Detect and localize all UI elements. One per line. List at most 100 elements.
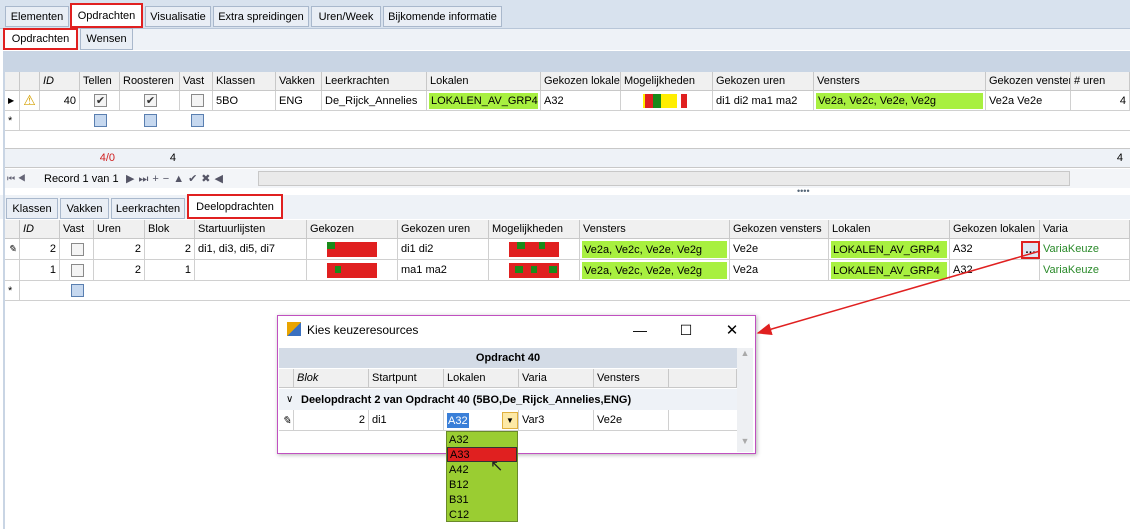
checkbox[interactable] — [71, 284, 84, 297]
column-header[interactable]: Lokalen — [427, 72, 541, 91]
checkbox[interactable] — [144, 114, 157, 127]
dialog-title: Kies keuzeresources — [307, 323, 419, 337]
cell — [60, 260, 94, 281]
minimize-button[interactable]: — — [633, 322, 647, 338]
cell: 2 — [145, 239, 195, 260]
column-header[interactable]: Blok — [294, 369, 369, 388]
column-header[interactable]: Klassen — [213, 72, 276, 91]
column-header[interactable]: Gekozen uren — [713, 72, 814, 91]
tab[interactable]: Elementen — [5, 6, 69, 27]
column-header[interactable]: Vensters — [814, 72, 986, 91]
row-header — [5, 220, 20, 239]
column-header[interactable]: Vakken — [276, 72, 322, 91]
cell: Var3 — [519, 410, 594, 431]
cell: 1 — [20, 260, 60, 281]
column-header[interactable]: # uren — [1071, 72, 1130, 91]
cell-value: Ve2a, Ve2c, Ve2e, Ve2g — [582, 241, 727, 258]
checkbox[interactable] — [71, 264, 84, 277]
splitter[interactable]: •••• — [797, 187, 810, 195]
availability-block — [531, 266, 537, 273]
footer-sum: 4 — [169, 152, 176, 164]
cell: A32 — [541, 91, 621, 111]
tab[interactable]: Leerkrachten — [111, 198, 185, 219]
cell — [489, 239, 580, 260]
new-row-indicator: * — [5, 281, 20, 301]
dropdown-item[interactable]: A32 — [449, 433, 469, 446]
tab[interactable]: Deelopdrachten — [187, 194, 283, 219]
checkbox[interactable] — [190, 114, 204, 127]
column-header[interactable]: Blok — [145, 220, 195, 239]
column-header[interactable]: Gekozen lokalen — [541, 72, 621, 91]
nav-first[interactable]: ⏮ ◀ — [7, 173, 26, 183]
h-scrollbar — [258, 171, 1070, 186]
column-header[interactable]: Gekozen uren — [398, 220, 489, 239]
column-header[interactable]: Leerkrachten — [322, 72, 427, 91]
subtab[interactable]: Opdrachten — [3, 28, 78, 50]
tab[interactable]: Bijkomende informatie — [383, 6, 502, 27]
tab[interactable]: Opdrachten — [70, 3, 143, 28]
group-toggle[interactable]: ∨ — [286, 394, 294, 405]
cell — [307, 260, 398, 281]
column-header[interactable]: ID — [20, 220, 60, 239]
availability-block — [549, 266, 557, 273]
tab[interactable]: Visualisatie — [145, 6, 211, 27]
availability-block — [661, 94, 677, 108]
dropdown-item[interactable]: B31 — [449, 493, 469, 506]
dropdown-item[interactable]: B12 — [449, 478, 469, 491]
column-header[interactable]: Tellen — [80, 72, 120, 91]
column-header[interactable]: Vensters — [580, 220, 730, 239]
subtab[interactable]: Wensen — [80, 28, 133, 50]
checkbox[interactable]: ✔ — [94, 94, 107, 107]
close-button[interactable]: ✕ — [725, 322, 739, 339]
tab[interactable]: Klassen — [6, 198, 58, 219]
tab[interactable]: Uren/Week — [311, 6, 381, 27]
column-header[interactable]: Gekozen vensters — [730, 220, 829, 239]
column-header[interactable]: Gekozen vensters — [986, 72, 1071, 91]
cell: Ve2e — [730, 239, 829, 260]
availability-block — [539, 242, 545, 249]
column-header[interactable]: Vensters — [594, 369, 669, 388]
combo-value[interactable]: A32 — [447, 413, 469, 428]
column-header[interactable]: Mogelijkheden — [621, 72, 713, 91]
column-header[interactable]: ID — [40, 72, 80, 91]
nav-buttons[interactable]: ▶⏭+−▲✔✖◀ — [126, 172, 227, 185]
cell — [60, 239, 94, 260]
column-header[interactable]: Mogelijkheden — [489, 220, 580, 239]
column-header[interactable]: Varia — [519, 369, 594, 388]
maximize-button[interactable]: ☐ — [679, 321, 693, 338]
cursor: ↖ — [490, 458, 504, 475]
cell — [580, 239, 730, 260]
column-header[interactable]: Lokalen — [829, 220, 950, 239]
column-header[interactable]: Varia — [1040, 220, 1130, 239]
column-header[interactable]: Lokalen — [444, 369, 519, 388]
row-indicator: ✎ — [279, 410, 294, 431]
column-header[interactable]: Roosteren — [120, 72, 180, 91]
dropdown-item[interactable]: A42 — [449, 463, 469, 476]
cell: 4 — [1071, 91, 1130, 111]
tab[interactable]: Extra spreidingen — [213, 6, 309, 27]
cell: 2 — [20, 239, 60, 260]
column-header[interactable]: Vast — [180, 72, 213, 91]
tab[interactable]: Vakken — [60, 198, 109, 219]
group-panel — [3, 51, 1130, 72]
column-header[interactable]: Startuurlijsten — [195, 220, 307, 239]
cell — [427, 91, 541, 111]
column-header[interactable]: Startpunt — [369, 369, 444, 388]
row-indicator: ✎ — [5, 239, 20, 260]
footer-total: 4 — [1116, 152, 1123, 164]
dropdown-item[interactable]: A33 — [447, 447, 517, 462]
checkbox[interactable]: ✔ — [144, 94, 157, 107]
column-header[interactable]: Gekozen lokalen — [950, 220, 1040, 239]
dropdown-item[interactable]: C12 — [449, 508, 470, 521]
row-header — [279, 369, 294, 388]
checkbox[interactable] — [94, 114, 107, 127]
checkbox[interactable] — [71, 243, 84, 256]
cell — [180, 91, 213, 111]
column-header[interactable]: Uren — [94, 220, 145, 239]
column-header[interactable]: Gekozen — [307, 220, 398, 239]
column-header[interactable]: Vast — [60, 220, 94, 239]
cell: De_Rijck_Annelies — [322, 91, 427, 111]
combo-button[interactable]: ▼ — [502, 412, 518, 429]
checkbox[interactable] — [190, 94, 204, 107]
ellipsis-button[interactable]: … — [1021, 241, 1040, 259]
